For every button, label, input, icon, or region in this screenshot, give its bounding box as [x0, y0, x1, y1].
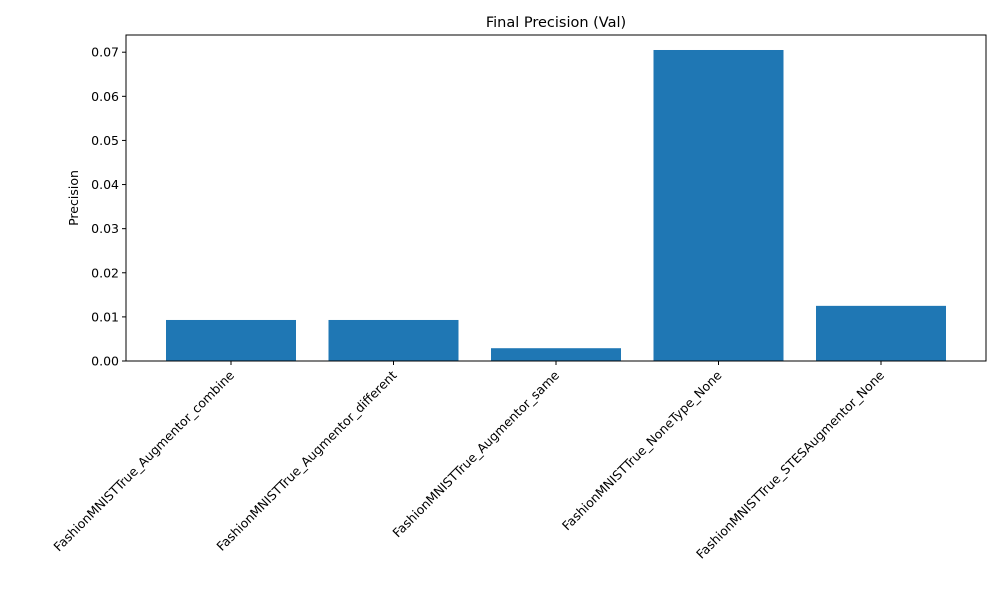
bar — [166, 319, 296, 361]
x-axis: FashionMNISTTrue_Augmentor_combineFashio… — [50, 361, 887, 562]
x-tick-label: FashionMNISTTrue_Augmentor_combine — [50, 367, 237, 554]
bar — [816, 305, 946, 361]
x-tick-label: FashionMNISTTrue_NoneType_None — [559, 367, 725, 533]
y-tick-label: 0.03 — [91, 221, 119, 236]
x-tick-label: FashionMNISTTrue_Augmentor_same — [389, 367, 562, 540]
y-tick-label: 0.05 — [91, 133, 119, 148]
y-tick-label: 0.02 — [91, 265, 119, 280]
y-tick-label: 0.07 — [91, 45, 119, 60]
plot-frame — [125, 34, 987, 362]
y-tick-label: 0.01 — [91, 309, 119, 324]
bar — [328, 319, 459, 361]
y-tick-label: 0.06 — [91, 89, 119, 104]
bar — [491, 348, 621, 361]
y-tick-label: 0.00 — [91, 354, 119, 369]
y-axis: 0.00 0.01 0.02 0.03 0.04 0.05 0.06 0.07 — [91, 45, 126, 369]
chart-title: Final Precision (Val) — [486, 15, 626, 31]
y-tick-label: 0.04 — [91, 177, 119, 192]
y-axis-label: Precision — [66, 170, 81, 226]
x-tick-label: FashionMNISTTrue_STESAugmentor_None — [693, 367, 887, 561]
x-tick-label: FashionMNISTTrue_Augmentor_different — [213, 367, 399, 553]
bar — [653, 49, 784, 361]
bars-group — [166, 49, 946, 361]
